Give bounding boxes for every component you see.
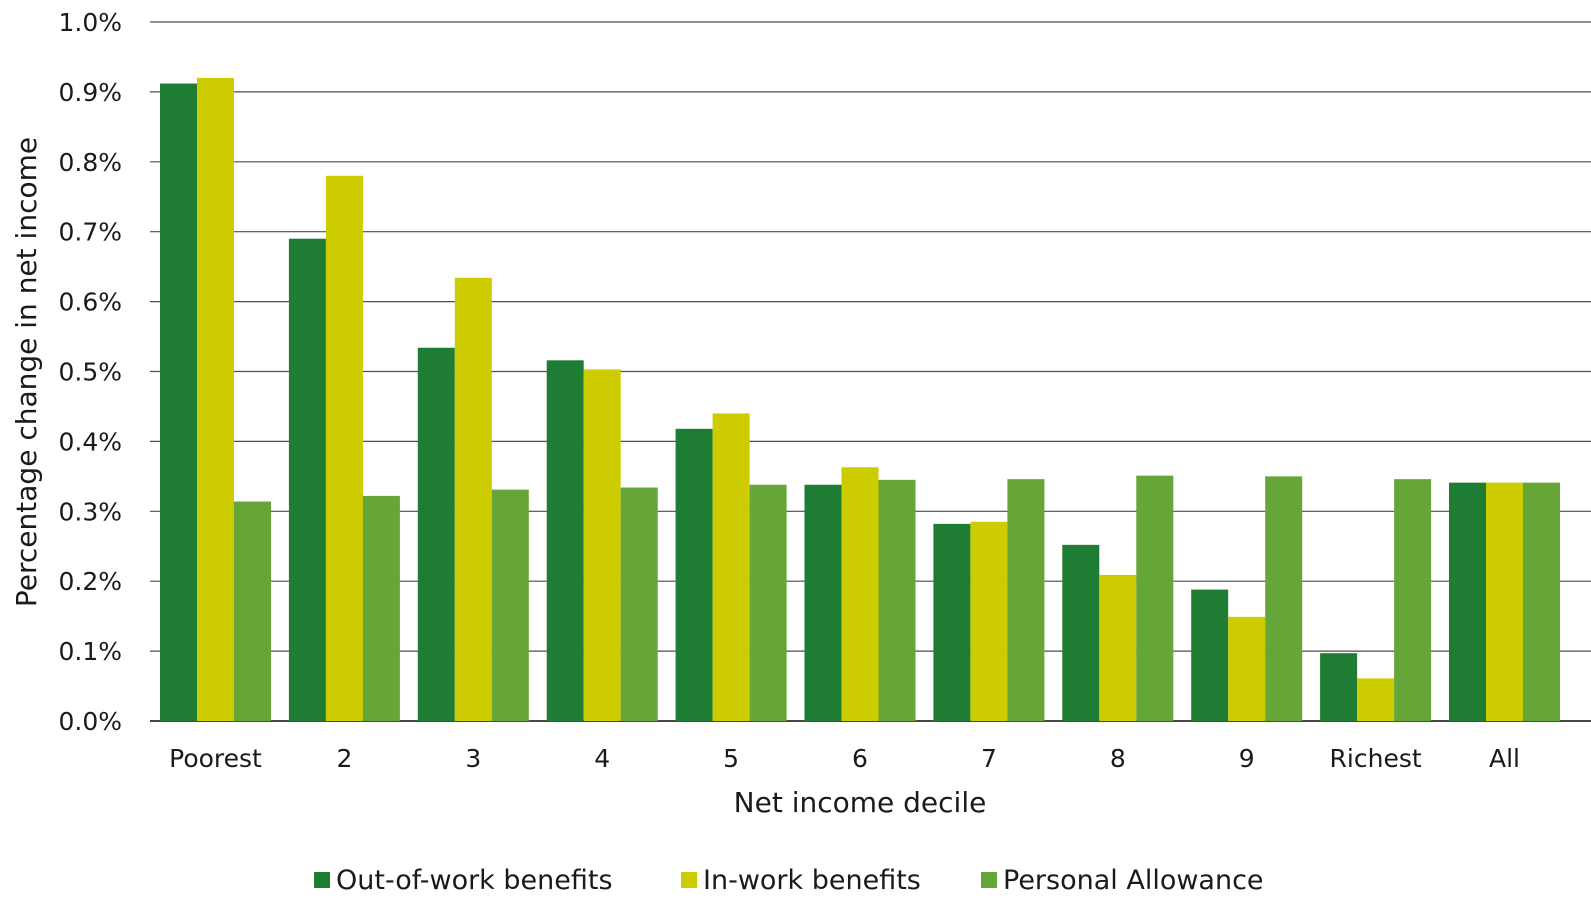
y-tick-label: 0.4% xyxy=(58,427,122,456)
legend-swatch xyxy=(981,872,997,888)
bar xyxy=(325,175,363,721)
bar xyxy=(933,523,971,721)
bar xyxy=(841,467,879,721)
bar xyxy=(712,413,750,721)
y-axis-title: Percentage change in net income xyxy=(10,137,43,607)
bar xyxy=(620,487,658,721)
bar xyxy=(1062,544,1100,721)
legend-swatch xyxy=(681,872,697,888)
y-tick-label: 0.1% xyxy=(58,637,122,666)
bar xyxy=(234,501,271,721)
x-tick-label: 6 xyxy=(852,744,868,773)
y-tick-label: 0.9% xyxy=(58,78,122,107)
bar xyxy=(1191,589,1229,721)
bar xyxy=(583,369,621,721)
bar xyxy=(1357,678,1395,721)
legend: Out-of-work benefits In-work benefits Pers… xyxy=(314,865,1264,896)
bar xyxy=(1523,482,1560,721)
bar xyxy=(675,428,713,721)
bar xyxy=(1228,616,1266,721)
bar xyxy=(288,238,326,721)
bar xyxy=(1007,479,1045,721)
bar xyxy=(454,277,492,721)
y-tick-label: 1.0% xyxy=(58,8,122,37)
bar xyxy=(491,489,529,721)
x-tick-labels: Poorest 2 3 4 5 6 7 8 9 Richest All xyxy=(169,744,1520,773)
bar xyxy=(749,484,787,721)
x-tick-label: 8 xyxy=(1110,744,1126,773)
bar xyxy=(878,479,916,721)
bars xyxy=(160,77,1560,722)
bar xyxy=(1449,482,1486,721)
y-tick-label: 0.8% xyxy=(58,148,122,177)
x-tick-label: All xyxy=(1489,744,1520,773)
legend-swatch xyxy=(314,872,330,888)
bar xyxy=(1265,476,1303,721)
x-tick-label: 5 xyxy=(723,744,739,773)
x-tick-label: Richest xyxy=(1330,744,1422,773)
bar xyxy=(546,360,584,721)
x-tick-label: 4 xyxy=(594,744,610,773)
x-tick-label: 2 xyxy=(336,744,352,773)
bar xyxy=(804,484,842,721)
bar xyxy=(970,521,1008,721)
y-tick-label: 0.2% xyxy=(58,567,122,596)
y-tick-label: 0.3% xyxy=(58,497,122,526)
bar xyxy=(1136,475,1174,721)
x-tick-label: 9 xyxy=(1239,744,1255,773)
bar xyxy=(362,495,400,721)
bar xyxy=(1099,574,1137,721)
bar xyxy=(1486,482,1523,721)
bar xyxy=(1394,479,1432,721)
y-tick-labels: 0.0% 0.1% 0.2% 0.3% 0.4% 0.5% 0.6% 0.7% 0.8% 0.9%… xyxy=(58,8,122,736)
y-tick-label: 0.6% xyxy=(58,288,122,317)
legend-label: Personal Allowance xyxy=(1003,865,1264,896)
x-axis-title: Net income decile xyxy=(734,786,987,819)
x-tick-label: 7 xyxy=(981,744,997,773)
bar xyxy=(197,77,234,722)
y-tick-label: 0.7% xyxy=(58,218,122,247)
bar xyxy=(417,347,455,721)
x-tick-label: 3 xyxy=(465,744,481,773)
y-tick-label: 0.5% xyxy=(58,358,122,387)
legend-label: In-work benefits xyxy=(703,865,921,896)
bar xyxy=(160,83,197,721)
legend-label: Out-of-work benefits xyxy=(336,865,613,896)
bar xyxy=(1320,653,1358,721)
x-tick-label: Poorest xyxy=(169,744,262,773)
y-tick-label: 0.0% xyxy=(58,707,122,736)
